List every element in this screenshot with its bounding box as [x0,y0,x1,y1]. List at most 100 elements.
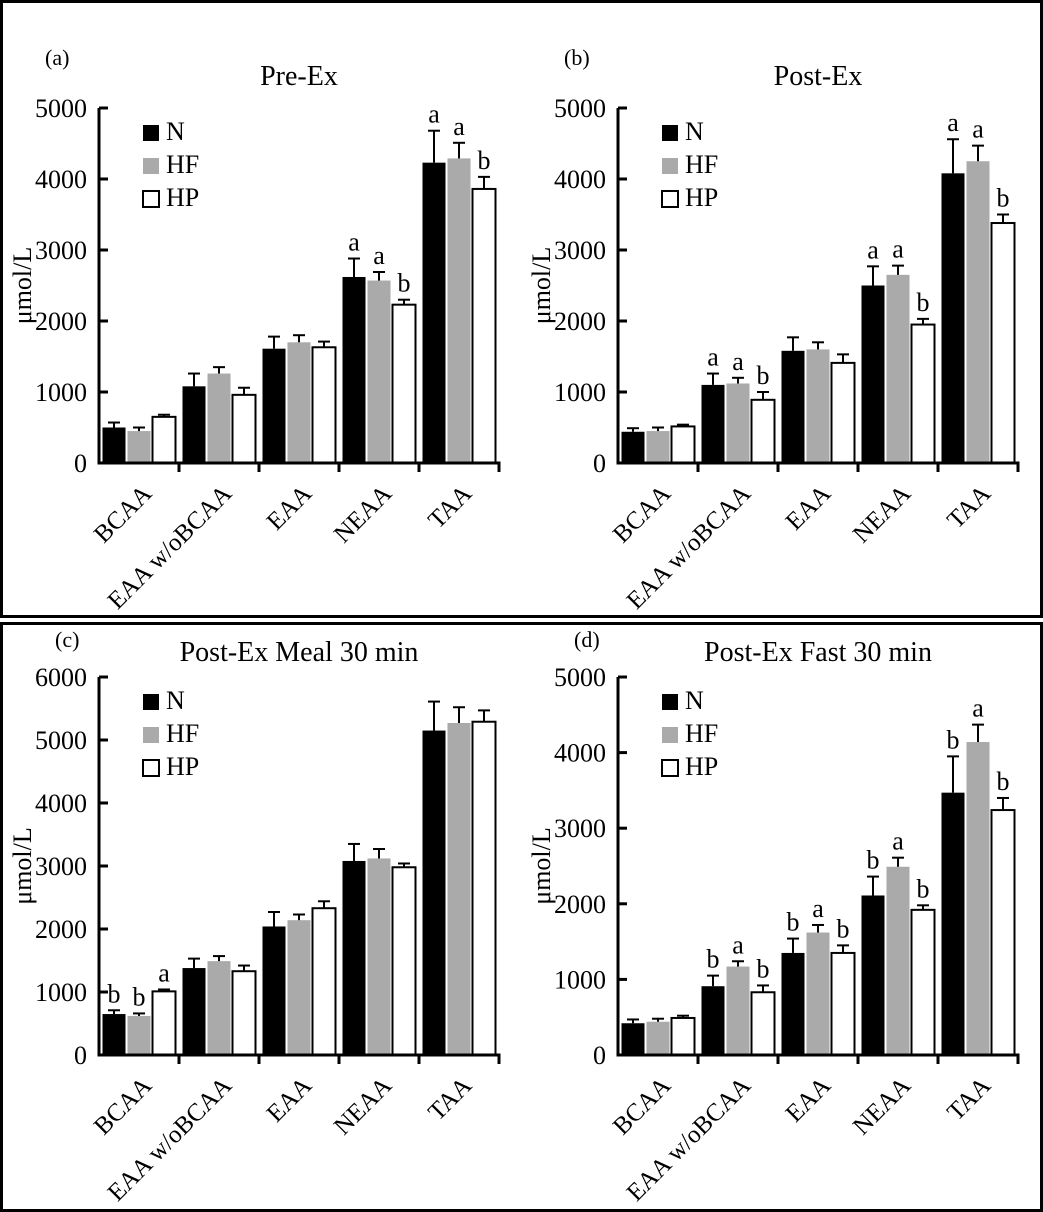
bar-HF [207,373,231,463]
legend-label: HF [685,150,718,179]
bar-HP [670,1016,696,1056]
bar-HP [830,951,856,1056]
y-tick-label: 3000 [554,814,606,843]
bar-HP [750,398,776,464]
bar-HP [471,187,497,464]
bar-HP [910,323,936,464]
sig-letter: a [947,108,959,137]
category-label: NEAA [848,480,916,548]
y-axis-label: μmol/L [8,247,37,325]
y-tick-label: 4000 [35,165,87,194]
y-tick-label: 6000 [35,663,87,692]
sig-letter: a [732,347,744,376]
category-label: EAA [781,1072,836,1127]
sig-letter: b [867,846,880,875]
y-tick-label: 0 [74,449,87,478]
bar-HF [806,932,830,1055]
bar-HF [127,431,151,463]
legend-swatch-HP [142,190,160,208]
category-label: TAA [423,480,477,534]
bar-N [262,926,286,1055]
bar-HP [151,990,177,1056]
category-label: TAA [942,1072,996,1126]
bar-HF [726,383,750,463]
bar-HF [447,158,471,463]
legend-swatch-HF [143,727,159,743]
bar-N [342,276,366,463]
y-tick-label: 1000 [554,965,606,994]
y-tick-label: 4000 [554,739,606,768]
y-tick-label: 5000 [35,94,87,123]
sig-letter: a [892,235,904,264]
bar-HF [646,431,670,463]
bar-HP [670,425,696,464]
sig-letter: a [428,100,440,129]
legend-swatch-HF [662,158,678,174]
y-tick-label: 4000 [35,789,87,818]
legend-swatch-N [143,694,159,710]
panel-c: (c) Post-Ex Meal 30 min μmol/L 0 1000 2000 300… [3,625,521,1208]
sig-letter: a [812,894,824,923]
legend-swatch-N [662,125,678,141]
bar-HP [910,908,936,1056]
legend-swatch-HF [143,158,159,174]
legend-label: HF [166,719,199,748]
bottom-row-frame: (c) Post-Ex Meal 30 min μmol/L 0 1000 2000 300… [0,622,1043,1212]
y-tick-label: 3000 [554,236,606,265]
y-tick-label: 2000 [35,307,87,336]
legend-label: N [166,117,185,146]
bar-HP [231,393,257,464]
sig-letter: a [707,343,719,372]
category-label: TAA [423,1072,477,1126]
legend-swatch-HF [662,727,678,743]
sig-letter: a [348,228,360,257]
chart-title: Post-Ex [774,61,863,92]
bar-N [941,792,965,1055]
bar-N [102,427,126,463]
legend-label: N [166,686,185,715]
legend-label: N [685,686,704,715]
legend-swatch-N [662,694,678,710]
category-label: NEAA [329,1072,397,1140]
legend-label: HP [166,183,199,212]
bar-HF [886,866,910,1055]
sig-letter: b [917,288,930,317]
chart-title: Post-Ex Meal 30 min [180,637,419,668]
y-tick-label: 4000 [554,165,606,194]
sig-letter: b [757,361,770,390]
category-label: TAA [942,480,996,534]
y-tick-label: 3000 [35,852,87,881]
panel-label: (b) [564,45,590,70]
bar-HF [127,1015,151,1055]
chart-title: Pre-Ex [260,61,338,92]
category-label: NEAA [329,480,397,548]
category-label: EAA [262,1072,317,1127]
legend-label: HP [685,183,718,212]
bar-HF [726,966,750,1055]
bar-HP [750,991,776,1057]
legend-label: HF [166,150,199,179]
bar-HP [311,346,337,464]
bar-HP [231,970,257,1056]
y-tick-label: 3000 [35,236,87,265]
bar-HP [391,303,417,465]
sig-letter: a [158,958,170,987]
category-label: BCAA [89,1072,157,1140]
legend-swatch-HP [142,759,160,777]
bar-N [941,173,965,463]
y-tick-label: 0 [593,1041,606,1070]
legend-swatch-HP [661,190,679,208]
y-tick-label: 1000 [35,378,87,407]
sig-letter: b [787,908,800,937]
category-label: BCAA [89,480,157,548]
legend-label: HF [685,719,718,748]
legend-swatch-HP [661,759,679,777]
bar-N [342,860,366,1055]
sig-letter: a [972,115,984,144]
y-axis-label: μmol/L [527,247,556,325]
legend-label: HP [685,752,718,781]
y-tick-label: 5000 [35,726,87,755]
category-label: BCAA [608,1072,676,1140]
bar-HP [471,720,497,1056]
bar-N [781,350,805,463]
